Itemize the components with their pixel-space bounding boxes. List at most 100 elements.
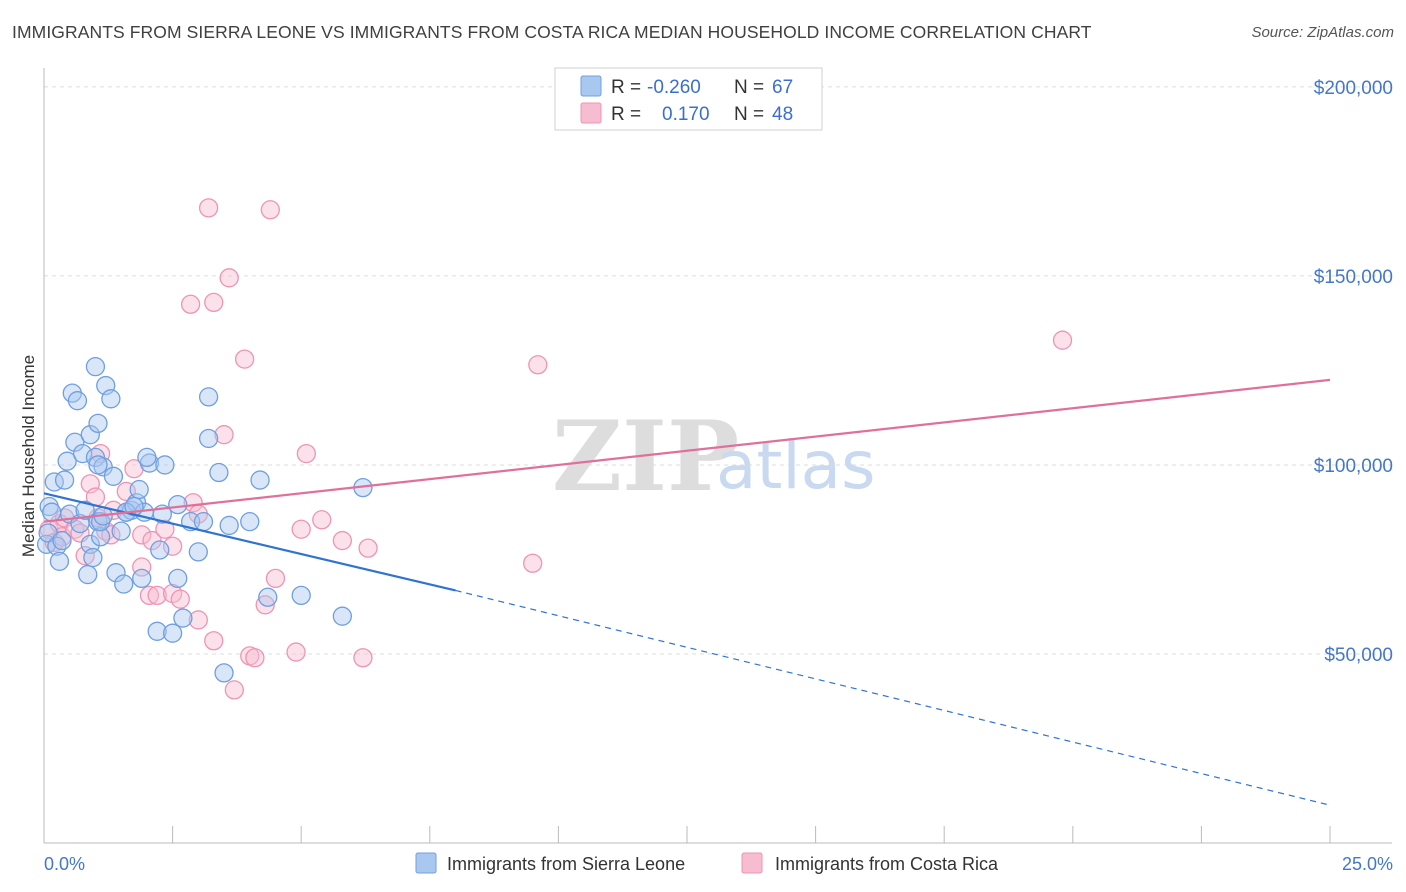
costa-rica-point-45 xyxy=(312,510,332,530)
legend-n-value-1: 67 xyxy=(772,77,793,98)
series-costa-rica-points xyxy=(39,198,1073,700)
sierra-leone-point-34 xyxy=(111,521,131,541)
sierra-leone-point-56 xyxy=(198,387,219,407)
y-tick-label-1: $100,000 xyxy=(1314,456,1393,477)
costa-rica-point-7 xyxy=(75,546,95,566)
trend-lines xyxy=(43,378,1331,806)
legend-n-value-2: 48 xyxy=(772,104,793,125)
sierra-leone-point-54 xyxy=(188,542,208,562)
series-legend: Immigrants from Sierra Leone Immigrants … xyxy=(415,852,999,874)
costa-rica-point-27 xyxy=(183,493,203,513)
costa-rica-point-25 xyxy=(170,589,190,609)
costa-rica-point-5 xyxy=(65,519,85,539)
costa-rica-point-46 xyxy=(332,530,353,551)
legend-r-value-1: -0.260 xyxy=(647,77,701,98)
costa-rica-point-19 xyxy=(139,585,160,606)
watermark: ZIP atlas xyxy=(552,400,876,513)
costa-rica-point-48 xyxy=(358,538,378,558)
source-attribution: Source: ZipAtlas.com xyxy=(1251,24,1394,41)
sierra-leone-point-57 xyxy=(209,462,229,483)
costa-rica-point-17 xyxy=(132,557,152,577)
sierra-leone-point-47 xyxy=(155,455,175,475)
costa-rica-point-47 xyxy=(353,648,373,668)
costa-rica-point-44 xyxy=(296,443,316,464)
legend-n-label-2: N = xyxy=(734,104,764,125)
sierra-leone-point-61 xyxy=(198,428,219,449)
costa-rica-point-29 xyxy=(188,610,208,630)
costa-rica-point-18 xyxy=(132,525,152,545)
costa-rica-point-50 xyxy=(528,355,548,375)
x-tick-labels: 0.0% 25.0% xyxy=(44,854,1393,874)
trend-line-sierra-leone xyxy=(43,492,456,592)
sierra-leone-point-44 xyxy=(137,447,157,468)
costa-rica-point-43 xyxy=(291,519,311,539)
grid xyxy=(44,86,1392,655)
sierra-leone-point-29 xyxy=(88,455,108,475)
sierra-leone-point-33 xyxy=(106,563,126,583)
legend-r-label-2: R = xyxy=(611,104,641,125)
sierra-leone-point-31 xyxy=(101,389,121,409)
costa-rica-point-35 xyxy=(224,680,244,700)
sierra-leone-point-63 xyxy=(250,470,270,490)
sierra-leone-point-16 xyxy=(75,500,95,520)
sierra-leone-point-17 xyxy=(78,564,98,585)
sierra-leone-point-35 xyxy=(114,574,134,594)
sierra-leone-point-20 xyxy=(83,547,103,568)
y-tick-labels: $50,000 $100,000 $150,000 $200,000 xyxy=(1314,78,1393,666)
sierra-leone-point-65 xyxy=(291,585,311,606)
costa-rica-point-26 xyxy=(180,294,201,314)
sierra-leone-point-5 xyxy=(47,536,67,556)
sierra-leone-point-48 xyxy=(162,623,183,643)
costa-rica-point-32 xyxy=(204,631,224,651)
costa-rica-point-42 xyxy=(286,642,306,662)
legend-label-sierra-leone: Immigrants from Sierra Leone xyxy=(447,854,685,874)
sierra-leone-point-7 xyxy=(52,530,72,551)
costa-rica-point-38 xyxy=(245,648,265,668)
sierra-leone-point-18 xyxy=(80,425,100,445)
sierra-leone-point-51 xyxy=(150,540,170,560)
sierra-leone-point-8 xyxy=(54,470,75,490)
trend-line-costa-rica xyxy=(43,378,1331,523)
y-tick-label-2: $150,000 xyxy=(1314,267,1393,288)
sierra-leone-point-12 xyxy=(65,432,85,452)
costa-rica-point-33 xyxy=(214,425,234,445)
costa-rica-point-40 xyxy=(255,595,275,615)
costa-rica-point-22 xyxy=(155,519,175,539)
legend-label-costa-rica: Immigrants from Costa Rica xyxy=(775,854,999,874)
sierra-leone-point-39 xyxy=(129,479,149,500)
sierra-leone-point-41 xyxy=(132,568,152,589)
costa-rica-point-39 xyxy=(260,200,280,220)
sierra-leone-point-6 xyxy=(49,551,70,572)
y-tick-label-3: $200,000 xyxy=(1314,78,1393,99)
sierra-leone-point-55 xyxy=(193,512,214,532)
sierra-leone-point-13 xyxy=(67,391,88,411)
sierra-leone-point-59 xyxy=(214,663,234,683)
sierra-leone-point-25 xyxy=(85,357,106,377)
costa-rica-point-31 xyxy=(204,292,224,313)
costa-rica-point-30 xyxy=(198,198,219,218)
legend-swatch-blue xyxy=(580,75,602,97)
chart-title: IMMIGRANTS FROM SIERRA LEONE VS IMMIGRAN… xyxy=(12,22,1092,42)
sierra-leone-point-62 xyxy=(219,515,239,536)
legend-swatch-costa-rica xyxy=(741,852,763,874)
legend-r-label-1: R = xyxy=(611,77,641,98)
x-tick-label-0: 0.0% xyxy=(44,854,85,874)
sierra-leone-point-32 xyxy=(103,466,124,486)
y-tick-label-0: $50,000 xyxy=(1324,645,1393,666)
costa-rica-point-34 xyxy=(219,268,239,288)
sierra-leone-point-26 xyxy=(88,413,108,434)
x-tick-label-1: 25.0% xyxy=(1342,854,1393,874)
sierra-leone-point-46 xyxy=(147,621,167,641)
sierra-leone-point-60 xyxy=(240,512,260,532)
legend-n-label-1: N = xyxy=(734,77,764,98)
sierra-leone-point-9 xyxy=(57,451,77,471)
axes xyxy=(43,68,1392,844)
trend-line-sierra-leone-projection xyxy=(455,589,1331,806)
watermark-zip: ZIP xyxy=(552,400,739,513)
costa-rica-point-21 xyxy=(147,585,167,606)
y-axis-label: Median Household Income xyxy=(19,355,38,557)
sierra-leone-point-49 xyxy=(168,494,188,515)
legend-swatch-sierra-leone xyxy=(415,852,437,874)
sierra-leone-point-64 xyxy=(258,587,278,607)
